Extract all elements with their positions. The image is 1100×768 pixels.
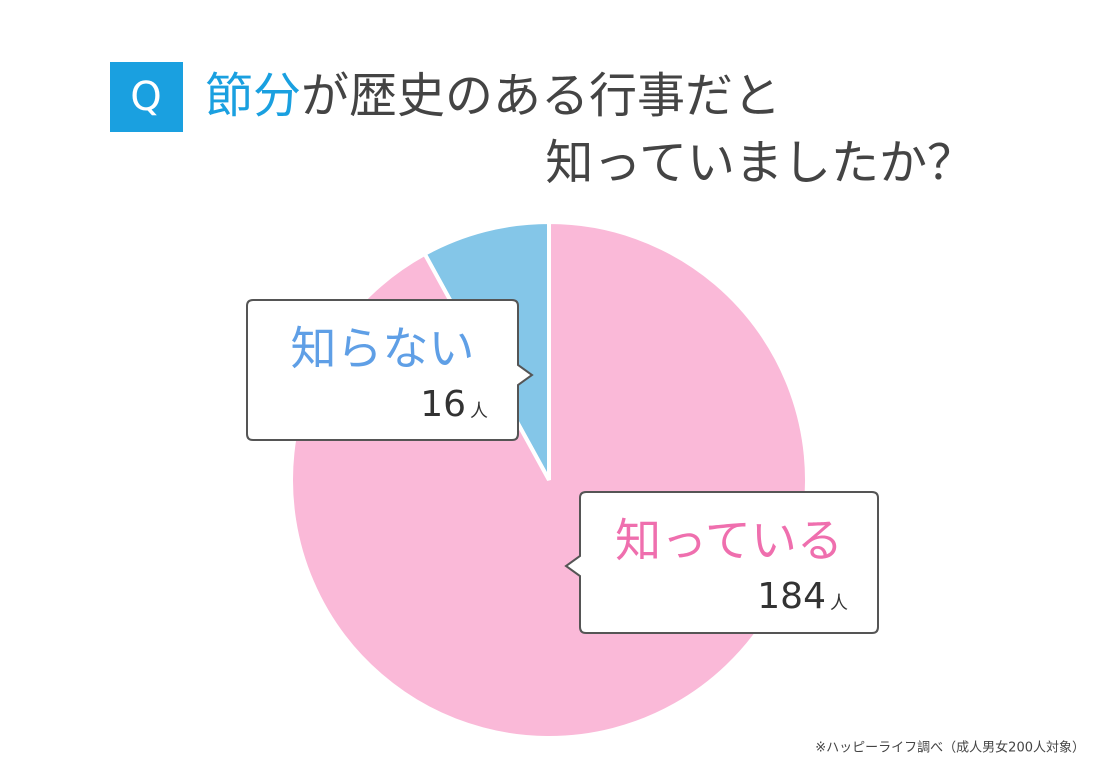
unit-label: 人 [830,593,848,614]
category-label: 知っている [615,514,843,568]
callout-box [564,491,879,634]
source-note: ※ハッピーライフ調べ（成人男女200人対象） [815,740,1085,756]
title-highlight: 節分 [205,68,301,124]
value-label: 16 [420,384,466,425]
category-label: 知らない [291,322,475,376]
q-badge [110,62,183,132]
title-text: が歴史のある行事だと [301,68,781,124]
callout-box [246,299,534,441]
q-letter: Q [130,74,161,120]
value-label: 184 [757,576,826,617]
unit-label: 人 [470,401,488,422]
chart-title: 節分が歴史のある行事だと [205,68,781,124]
chart-title: 知っていましたか？ [545,135,975,191]
